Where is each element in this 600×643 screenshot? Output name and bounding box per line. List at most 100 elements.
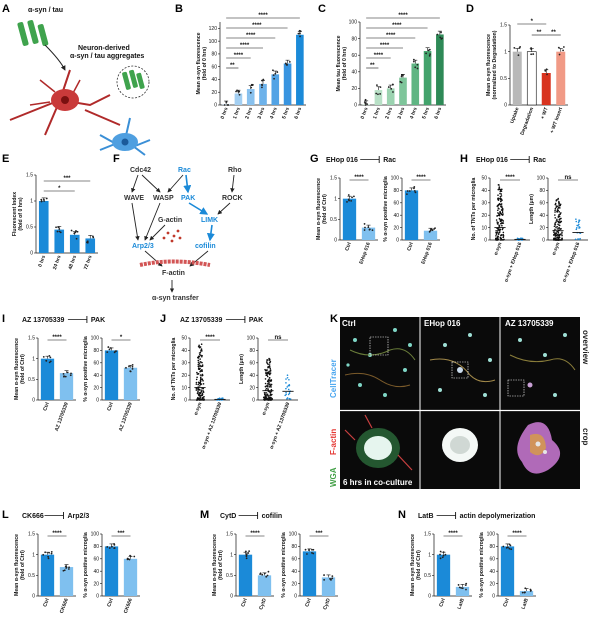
x-tick-label: 6 hrs [434, 106, 444, 119]
panel-label: F [113, 153, 120, 165]
panel-f: F Cdc42 Rac Rho WAVE WASP PAK ROCK G-act… [113, 153, 243, 302]
data-point [264, 378, 267, 380]
data-point [400, 75, 403, 78]
stain-wga: WGA [329, 467, 338, 487]
data-point [555, 221, 557, 224]
data-point [574, 238, 577, 241]
data-point [42, 355, 45, 358]
data-point [413, 189, 416, 192]
data-point [129, 370, 132, 373]
y-tick-label: 80 [489, 544, 495, 550]
y-tick-label: 60 [93, 361, 99, 367]
sig-label: **** [205, 335, 215, 341]
y-tick-label: 0 [32, 594, 35, 600]
data-point [200, 343, 203, 346]
bar [59, 567, 74, 596]
data-point [391, 83, 394, 86]
data-point [269, 370, 272, 372]
data-point [200, 365, 202, 368]
x-tick-label: 1 hrs [232, 106, 242, 119]
data-point [200, 389, 203, 392]
data-point [45, 359, 48, 362]
data-point [575, 220, 578, 223]
data-point [265, 374, 268, 377]
y-tick-label: 20 [181, 373, 187, 379]
data-point [557, 197, 559, 200]
alpha-syn-tau-label: α-syn / tau [28, 7, 63, 14]
data-point [57, 226, 60, 229]
inhibitor-label: EHop 016 [476, 157, 508, 164]
data-point [270, 379, 273, 381]
data-point [502, 213, 504, 215]
data-point [529, 590, 532, 592]
data-point [532, 53, 535, 55]
x-tick-label: CytD [322, 597, 332, 610]
data-point [268, 362, 271, 364]
y-axis-label-units: (fold of 0 hrs) [18, 197, 24, 230]
y-tick-label: 0 [492, 594, 495, 600]
y-tick-label: 20 [211, 90, 217, 96]
y-axis-label: No. of TNTs per microglia [171, 338, 177, 401]
data-point [251, 84, 254, 86]
data-point [520, 237, 523, 240]
data-point [554, 211, 556, 213]
data-point [554, 209, 556, 212]
data-point [108, 547, 111, 549]
data-point [561, 233, 563, 235]
data-point [553, 237, 555, 240]
data-point [195, 383, 198, 385]
data-point [237, 90, 240, 93]
bar [399, 77, 407, 105]
sig-label: **** [374, 53, 384, 59]
y-axis-label: % α-syn positive microglia [83, 336, 89, 402]
data-point [554, 217, 557, 219]
data-point [196, 356, 199, 359]
data-point [40, 200, 43, 203]
data-point [311, 551, 313, 554]
panel-label: H [460, 153, 468, 165]
data-point [556, 218, 558, 221]
data-point [113, 547, 116, 549]
data-point [427, 49, 430, 52]
data-point [408, 190, 411, 192]
data-point [555, 199, 558, 201]
x-tick-label: Ctrl [42, 597, 51, 608]
x-tick-label: 24 hrs [52, 254, 63, 270]
y-tick-label: 120 [209, 26, 218, 32]
crop-box [369, 336, 389, 356]
data-point [262, 78, 265, 81]
data-point [554, 223, 556, 226]
y-axis-label-units: (fold of Ctrl) [20, 354, 26, 384]
data-point [376, 84, 378, 87]
x-tick-label: EHop 016 [420, 241, 434, 265]
data-point [201, 361, 203, 364]
data-point [113, 542, 115, 545]
data-point [202, 390, 205, 392]
data-point [498, 188, 500, 191]
data-point [65, 567, 68, 569]
sig-label: ** [551, 30, 556, 36]
data-point [371, 229, 374, 232]
sig-label: *** [117, 531, 125, 537]
x-tick-label: CK666 [59, 597, 70, 614]
data-point [288, 378, 290, 381]
data-point [558, 214, 560, 216]
panel-label: E [2, 153, 9, 165]
data-point [265, 387, 268, 390]
panel-c: C 0 20 40 60 80 100 Mean tau fluorescence (fold … [318, 3, 446, 120]
y-tick-label: 1.5 [330, 176, 337, 182]
data-point [497, 238, 500, 241]
data-point [498, 212, 500, 215]
y-tick-label: 0 [32, 398, 35, 404]
x-tick-label: Ctrl [304, 597, 313, 608]
data-point [495, 219, 498, 221]
data-point [270, 396, 272, 399]
data-point [67, 568, 70, 570]
data-point [225, 100, 228, 103]
bar [436, 34, 444, 106]
data-point [47, 557, 50, 560]
node-arp23: Arp2/3 [132, 243, 154, 250]
y-tick-label: 1 [504, 49, 507, 55]
data-point [555, 232, 557, 234]
data-point [196, 398, 199, 400]
